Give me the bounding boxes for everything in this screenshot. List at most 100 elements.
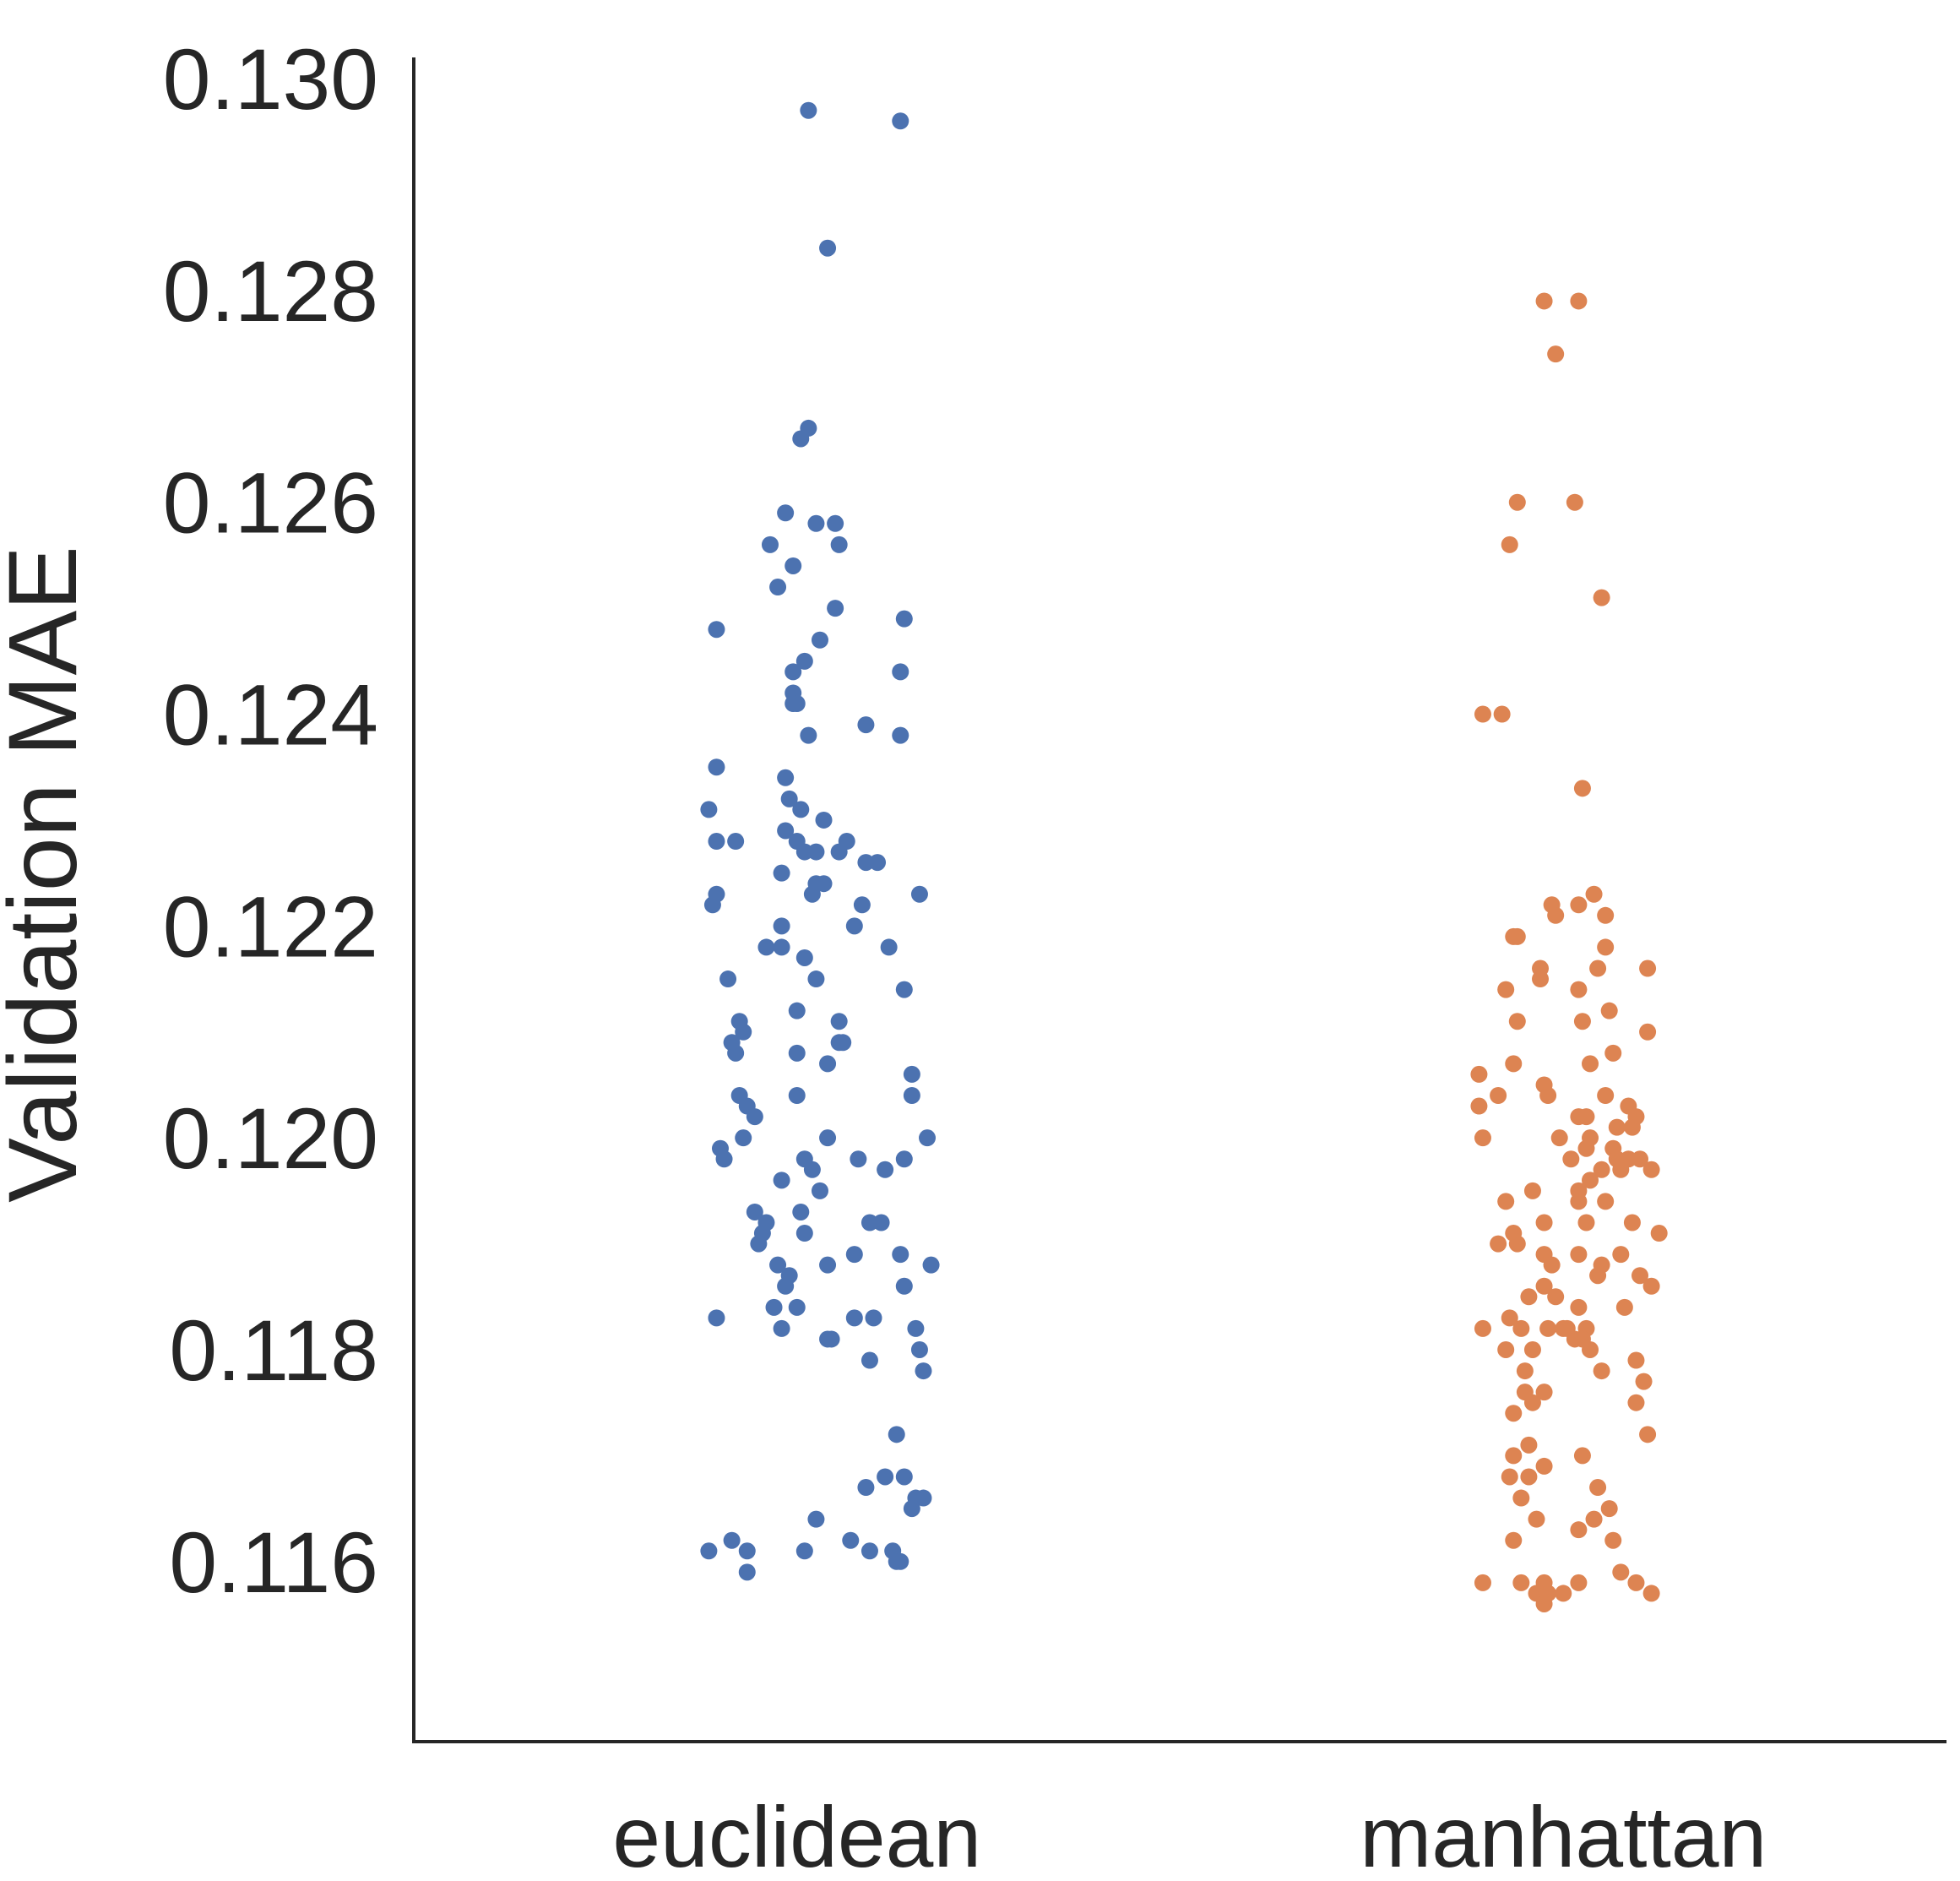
data-point: [1547, 345, 1565, 363]
data-point: [777, 504, 795, 522]
data-point: [861, 1214, 878, 1231]
data-point: [811, 1182, 828, 1199]
data-point: [1497, 981, 1515, 998]
data-point: [1532, 970, 1550, 988]
data-point: [1493, 705, 1511, 723]
data-point: [1474, 1574, 1491, 1591]
data-point: [1632, 1267, 1648, 1285]
data-point: [1623, 1214, 1641, 1231]
data-point: [830, 535, 848, 553]
data-point: [1535, 1384, 1553, 1401]
data-point: [880, 938, 898, 956]
data-point: [1505, 927, 1523, 945]
data-point: [1632, 1150, 1648, 1168]
data-point: [1512, 1489, 1530, 1507]
data-point: [1570, 1574, 1588, 1591]
data-point: [910, 885, 928, 903]
data-point: [1497, 1340, 1515, 1358]
data-point: [853, 896, 871, 914]
data-point: [922, 1256, 940, 1274]
data-point: [915, 1362, 932, 1380]
data-point: [1582, 1055, 1599, 1073]
data-point: [1474, 705, 1491, 723]
data-point: [1570, 1521, 1588, 1539]
data-point: [1635, 1373, 1653, 1390]
data-point: [795, 1542, 813, 1560]
data-point: [895, 1277, 913, 1295]
data-point: [773, 1172, 790, 1189]
data-point: [903, 1087, 920, 1105]
data-point: [819, 1256, 837, 1274]
data-point: [857, 1479, 875, 1497]
data-point: [1639, 1426, 1657, 1443]
data-point: [1501, 535, 1518, 553]
data-point: [1512, 1574, 1530, 1591]
data-point: [1639, 960, 1657, 977]
data-point: [1520, 1288, 1538, 1306]
data-point: [708, 621, 725, 639]
data-point: [1505, 1055, 1523, 1073]
data-point: [727, 833, 745, 851]
data-point: [1562, 1150, 1580, 1168]
data-point: [708, 1309, 725, 1327]
data-point: [827, 600, 844, 617]
data-point: [892, 726, 909, 744]
data-point: [1642, 1277, 1660, 1295]
data-point: [1600, 1002, 1618, 1019]
data-point: [1490, 1087, 1507, 1105]
data-point: [785, 663, 802, 681]
data-point: [865, 1309, 882, 1327]
data-point: [792, 1203, 810, 1220]
data-point: [827, 514, 844, 532]
data-point: [1470, 1097, 1488, 1115]
data-point: [769, 1256, 787, 1274]
data-point: [735, 1023, 752, 1041]
data-point: [800, 101, 817, 119]
data-point: [788, 1002, 806, 1019]
x-tick-label: euclidean: [612, 1789, 981, 1881]
data-point: [1612, 1563, 1630, 1581]
data-point: [1573, 780, 1591, 797]
data-point: [1543, 1256, 1561, 1274]
x-tick-labels: euclidean manhattan: [612, 1789, 1767, 1881]
data-point: [773, 864, 790, 882]
data-point: [780, 790, 798, 807]
data-point: [1597, 1193, 1615, 1210]
data-point: [1539, 1319, 1557, 1337]
data-point: [715, 1150, 733, 1168]
data-point: [892, 112, 909, 130]
data-point: [1642, 1161, 1660, 1178]
data-point: [1566, 493, 1583, 511]
data-point: [919, 1129, 937, 1147]
data-point: [1505, 1405, 1523, 1422]
data-point: [1505, 1447, 1523, 1465]
data-point: [1523, 1340, 1541, 1358]
data-point: [1539, 1087, 1557, 1105]
data-point: [795, 949, 813, 966]
data-point: [703, 896, 721, 914]
data-point: [895, 1150, 913, 1168]
data-point: [807, 1510, 825, 1528]
data-point: [1474, 1319, 1491, 1337]
data-point: [1650, 1225, 1668, 1242]
data-point: [1597, 938, 1615, 956]
data-point: [773, 1319, 790, 1337]
data-point: [850, 1150, 867, 1168]
data-point: [803, 885, 821, 903]
data-point: [719, 970, 737, 988]
y-tick-label: 0.126: [163, 455, 378, 552]
data-point: [1470, 1065, 1488, 1083]
data-point: [773, 917, 790, 935]
data-point: [861, 1542, 878, 1560]
data-point: [727, 1044, 745, 1062]
data-point: [738, 1542, 756, 1560]
data-point: [903, 1065, 920, 1083]
data-point: [807, 843, 825, 861]
data-point: [807, 514, 825, 532]
data-point: [761, 535, 779, 553]
data-point: [1508, 493, 1526, 511]
data-point: [830, 843, 848, 861]
data-point: [1490, 1235, 1507, 1253]
data-point: [792, 801, 810, 818]
x-tick-label: manhattan: [1360, 1789, 1767, 1881]
